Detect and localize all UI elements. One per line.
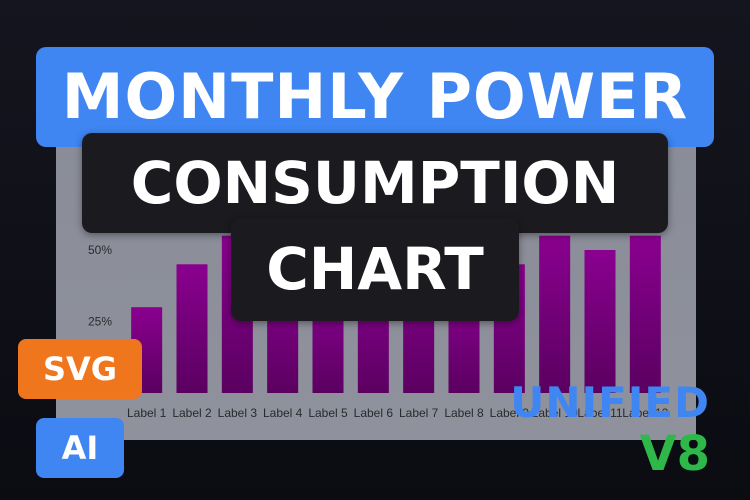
brand-unified: UNIFIED: [510, 378, 710, 427]
y-tick-label: 50%: [88, 243, 112, 257]
x-tick-label: Label 3: [218, 406, 258, 420]
y-tick-label: 25%: [88, 315, 112, 329]
x-tick-label: Label 2: [172, 406, 212, 420]
title-line-3: CHART: [231, 218, 519, 321]
x-tick-label: Label 1: [127, 406, 167, 420]
x-tick-label: Label 8: [444, 406, 484, 420]
x-tick-label: Label 6: [354, 406, 394, 420]
x-tick-label: Label 12: [622, 406, 668, 420]
bar: [629, 235, 661, 393]
x-tick-label: Label 11: [577, 406, 622, 420]
title-line-1: MONTHLY POWER: [36, 47, 714, 147]
x-tick-label: Label 9: [490, 406, 530, 420]
title-line-2: CONSUMPTION: [82, 133, 668, 233]
bar: [176, 264, 208, 393]
x-tick-label: Label 5: [308, 406, 348, 420]
bar: [584, 250, 616, 393]
ai-badge: AI: [36, 418, 124, 478]
x-tick-label: Label 10: [532, 406, 578, 420]
bar: [539, 235, 571, 393]
svg-badge: SVG: [18, 339, 142, 399]
x-tick-label: Label 4: [263, 406, 303, 420]
x-tick-label: Label 7: [399, 406, 439, 420]
brand-version: V8: [639, 426, 710, 482]
